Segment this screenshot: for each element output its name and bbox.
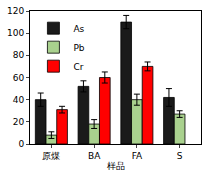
svg-text:120: 120 (7, 6, 24, 16)
svg-text:60: 60 (13, 73, 25, 83)
svg-text:20: 20 (13, 117, 25, 127)
svg-text:BA: BA (88, 151, 101, 161)
svg-text:As: As (73, 24, 84, 34)
svg-text:FA: FA (132, 151, 143, 161)
svg-text:80: 80 (13, 50, 25, 60)
svg-text:样品: 样品 (107, 161, 125, 171)
svg-text:原煤: 原煤 (42, 151, 60, 161)
svg-text:Cr: Cr (73, 62, 83, 72)
svg-text:40: 40 (13, 95, 25, 105)
svg-text:S: S (177, 151, 183, 161)
svg-text:0: 0 (18, 139, 24, 149)
svg-text:Pb: Pb (73, 43, 84, 53)
svg-text:100: 100 (7, 28, 24, 38)
